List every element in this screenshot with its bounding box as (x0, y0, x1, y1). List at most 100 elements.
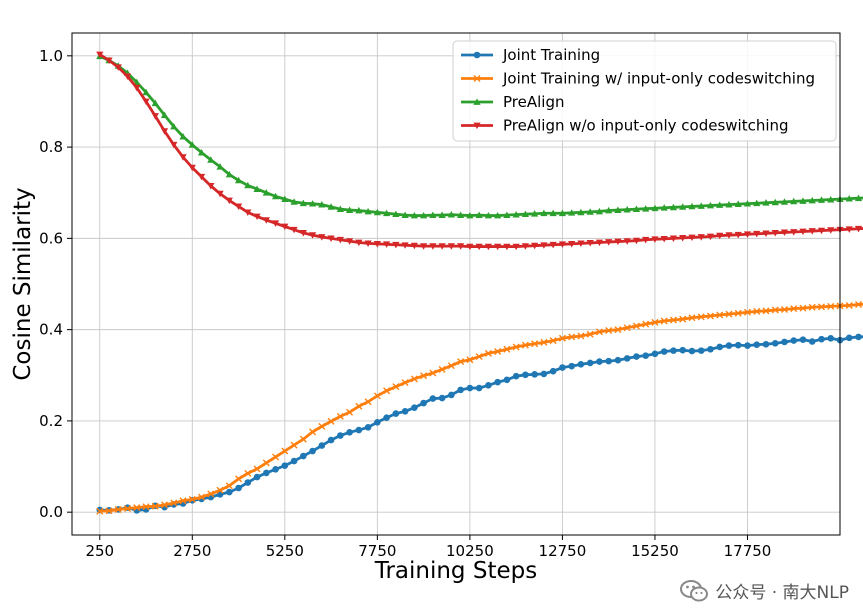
data-point (457, 243, 465, 250)
data-point (216, 190, 224, 198)
data-point (327, 235, 335, 242)
data-point (753, 199, 761, 207)
data-point (226, 488, 233, 496)
data-point (253, 465, 261, 473)
data-point (790, 197, 798, 205)
data-point (707, 345, 714, 353)
data-point (170, 499, 178, 507)
legend-label: PreAlign w/o input-only codeswitching (503, 117, 789, 135)
data-point (299, 435, 307, 443)
data-point (669, 316, 677, 324)
data-point (568, 240, 576, 248)
data-point (253, 213, 261, 221)
data-point (512, 372, 520, 380)
data-point (114, 64, 122, 71)
data-point (364, 423, 372, 431)
data-point (780, 229, 789, 237)
data-point (170, 141, 178, 149)
data-point (272, 465, 279, 473)
data-point (383, 241, 391, 248)
data-point (188, 495, 196, 503)
data-point (725, 310, 733, 318)
data-point (845, 195, 853, 202)
data-point (753, 341, 761, 348)
data-point (485, 382, 492, 389)
data-point (549, 367, 557, 375)
data-point (577, 361, 585, 368)
data-point (346, 408, 354, 416)
data-point (234, 176, 243, 184)
data-point (494, 243, 502, 251)
data-point (503, 243, 511, 251)
data-point (494, 378, 501, 386)
data-point (734, 341, 742, 349)
data-point (651, 236, 659, 243)
data-point (235, 475, 243, 483)
data-point (808, 338, 816, 345)
data-point (318, 442, 326, 449)
data-point (438, 243, 446, 250)
data-point (633, 353, 640, 360)
x-tick-label: 15250 (631, 542, 679, 560)
data-point (568, 209, 576, 216)
data-point (531, 210, 539, 217)
data-point (420, 243, 428, 250)
data-point (401, 379, 409, 387)
data-point (558, 334, 566, 342)
data-point (697, 313, 705, 321)
data-point (401, 242, 409, 249)
x-tick-label: 7750 (358, 542, 396, 560)
data-point (336, 236, 344, 244)
data-point (716, 343, 724, 351)
data-point (549, 209, 557, 217)
data-point (420, 211, 428, 219)
legend-marker (473, 75, 481, 82)
data-point (845, 226, 853, 233)
data-point (401, 408, 409, 415)
data-point (114, 505, 122, 513)
data-point (817, 303, 825, 311)
data-point (244, 479, 252, 486)
data-point (281, 462, 289, 469)
data-point (744, 342, 751, 349)
data-point (605, 239, 613, 246)
data-point (475, 384, 483, 392)
data-point (290, 441, 298, 449)
y-axis-title: Cosine Similarity (10, 187, 36, 380)
data-point (706, 201, 715, 209)
data-point (466, 384, 474, 392)
data-point (160, 128, 169, 135)
data-point (374, 418, 381, 426)
y-tick-label: 1.0 (39, 47, 63, 65)
data-point (466, 356, 474, 364)
data-point (142, 503, 150, 511)
data-point (651, 204, 659, 212)
data-point (327, 203, 335, 210)
data-point (734, 309, 742, 317)
data-point (336, 412, 344, 420)
data-point (753, 307, 761, 315)
data-point (466, 211, 474, 219)
data-point (586, 240, 594, 247)
data-point (679, 346, 686, 354)
data-point (540, 338, 548, 346)
data-point (660, 317, 668, 325)
data-point (605, 206, 613, 214)
data-point (845, 301, 853, 309)
data-point (827, 195, 835, 203)
data-point (161, 501, 169, 509)
data-point (697, 202, 705, 209)
data-point (716, 311, 724, 319)
data-point (484, 349, 492, 357)
data-point (373, 240, 381, 248)
data-point (512, 343, 520, 351)
data-point (262, 217, 270, 224)
data-point (549, 241, 557, 249)
data-point (854, 225, 863, 233)
data-point (623, 206, 631, 213)
data-point (411, 404, 418, 411)
data-point (743, 231, 752, 238)
data-point (105, 507, 113, 515)
data-point (790, 305, 798, 313)
data-point (799, 336, 807, 343)
